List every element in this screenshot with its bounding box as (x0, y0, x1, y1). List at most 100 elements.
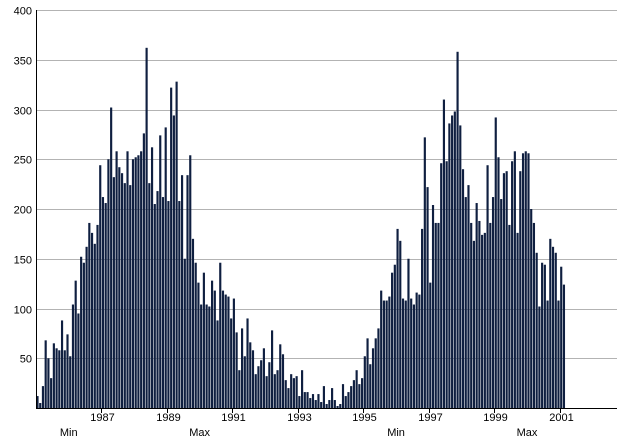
bar (273, 374, 276, 408)
bar (66, 334, 69, 408)
bar (63, 350, 66, 408)
bar (44, 340, 47, 408)
bar (361, 378, 364, 408)
bar (314, 400, 317, 408)
bar (407, 258, 410, 408)
bar (461, 169, 465, 408)
bar (445, 161, 448, 408)
bar (336, 406, 339, 408)
bar (322, 386, 325, 408)
bar (183, 258, 186, 408)
bar (410, 298, 413, 408)
bar (497, 157, 500, 408)
bar (232, 298, 235, 408)
bar (440, 163, 443, 408)
bar (93, 243, 96, 408)
bar (483, 232, 486, 408)
bar (224, 294, 227, 408)
bar (257, 366, 260, 408)
bar (339, 404, 342, 408)
x-tick-label: 1987 (90, 412, 114, 424)
bar (118, 167, 121, 408)
bar (426, 187, 429, 408)
bar (159, 135, 162, 408)
bar (494, 117, 497, 409)
bar (279, 344, 282, 408)
bar (358, 384, 361, 408)
bar (246, 318, 249, 408)
bar (489, 222, 492, 408)
phase-label: Max (189, 427, 210, 439)
bar (96, 224, 99, 408)
bar (388, 296, 391, 408)
bar (355, 370, 358, 408)
bar (221, 290, 225, 408)
bar (202, 272, 205, 408)
bar (284, 380, 287, 408)
bar (423, 137, 426, 409)
bar (167, 201, 170, 408)
bar (385, 300, 388, 408)
bar (456, 51, 459, 408)
bar (437, 222, 440, 408)
bar (230, 318, 233, 408)
bar (352, 380, 355, 408)
y-tick-label: 400 (14, 6, 32, 18)
bar (511, 161, 514, 408)
bar (549, 238, 552, 408)
bar (298, 396, 301, 408)
bar (197, 282, 200, 408)
x-tick-label: 1993 (287, 412, 311, 424)
bar (251, 350, 255, 408)
bar (333, 400, 336, 408)
bar (347, 392, 350, 408)
bar (243, 356, 246, 408)
bar (227, 296, 230, 408)
bar (69, 356, 72, 408)
bar (110, 107, 113, 408)
bar (131, 159, 135, 408)
bar (412, 304, 415, 408)
bar (50, 378, 53, 408)
phase-label: Min (387, 427, 405, 439)
bar (115, 151, 118, 409)
bar (178, 201, 181, 408)
bar (317, 394, 320, 408)
y-tick-label: 150 (14, 255, 32, 267)
bar (140, 151, 143, 409)
bar (88, 222, 91, 408)
bar (191, 238, 195, 408)
bar (431, 205, 435, 408)
bar (328, 400, 331, 408)
bar (380, 290, 383, 408)
x-tick-label: 1991 (221, 412, 245, 424)
bar (508, 224, 511, 408)
bar (538, 306, 541, 408)
bar (434, 222, 437, 408)
bar (216, 320, 219, 408)
bar (341, 384, 345, 408)
y-tick-label: 300 (14, 106, 32, 118)
bar (448, 123, 451, 409)
bar (311, 394, 315, 408)
y-tick-label: 350 (14, 56, 32, 68)
bar (557, 300, 560, 408)
bar (530, 209, 533, 408)
bar (126, 151, 129, 409)
y-tick-label: 50 (20, 354, 32, 366)
bar (418, 294, 421, 408)
bar (52, 343, 55, 408)
bar (189, 155, 192, 408)
bar (470, 222, 473, 408)
bar (268, 362, 271, 408)
bar (58, 350, 61, 408)
bar (532, 222, 536, 408)
bar (134, 157, 137, 408)
bar (142, 133, 145, 408)
bar (374, 338, 377, 408)
bar (472, 240, 476, 408)
bar (85, 246, 88, 408)
bar (235, 332, 238, 408)
bar (551, 246, 555, 408)
